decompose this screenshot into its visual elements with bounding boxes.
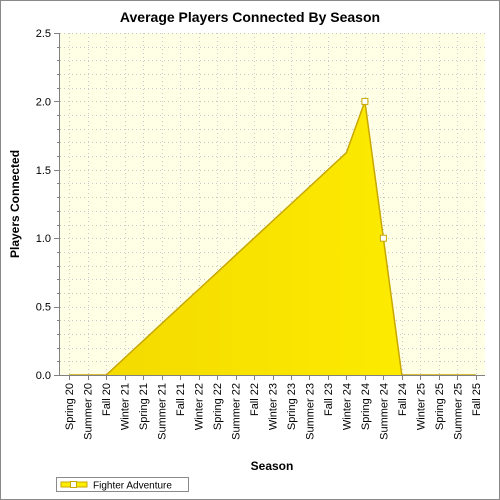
x-tick-labels: Spring 20 Summer 20 Fall 20 Winter 21 Spring… xyxy=(64,383,483,440)
data-point-marker xyxy=(379,234,387,242)
x-tick-label: Winter 22 xyxy=(194,383,206,430)
x-tick-label: Winter 25 xyxy=(415,383,427,430)
series-area xyxy=(60,101,485,376)
x-tick-label: Spring 24 xyxy=(360,383,372,430)
legend-box xyxy=(56,477,189,492)
x-tick-label: Fall 24 xyxy=(397,383,409,416)
x-tick-label: Summer 24 xyxy=(378,383,390,440)
y-tick-label: 2.0 xyxy=(36,96,51,108)
y-tick-label: 1.0 xyxy=(36,233,51,245)
x-tick-label: Winter 21 xyxy=(120,383,132,430)
chart-title: Average Players Connected By Season xyxy=(120,9,380,25)
x-tick-label: Spring 25 xyxy=(434,383,446,430)
x-tick-label: Fall 21 xyxy=(175,383,187,416)
y-tick-label: 1.5 xyxy=(36,165,51,177)
x-tick-label: Fall 22 xyxy=(249,383,261,416)
legend-marker xyxy=(70,481,77,488)
x-tick-label: Spring 23 xyxy=(286,383,298,430)
x-tick-label: Summer 22 xyxy=(231,383,243,440)
x-tick-label: Spring 21 xyxy=(138,383,150,430)
x-tick-label: Summer 23 xyxy=(305,383,317,440)
x-tick-label: Summer 21 xyxy=(157,383,169,440)
axis-layer xyxy=(54,33,485,380)
x-axis-label: Season xyxy=(251,459,294,473)
x-tick-label: Fall 23 xyxy=(323,383,335,416)
x-tick-label: Winter 24 xyxy=(341,383,353,430)
y-tick-labels: 0.0 0.5 1.0 1.5 2.0 2.5 xyxy=(36,28,51,382)
x-tick-label: Fall 25 xyxy=(471,383,483,416)
x-tick-label: Spring 22 xyxy=(212,383,224,430)
x-tick-label: Spring 20 xyxy=(64,383,76,430)
y-tick-label: 2.5 xyxy=(36,28,51,40)
data-point-marker xyxy=(361,97,369,105)
y-axis-label: Players Connected xyxy=(8,150,22,258)
x-tick-label: Summer 20 xyxy=(83,383,95,440)
x-tick-label: Summer 25 xyxy=(452,383,464,440)
y-tick-label: 0.5 xyxy=(36,302,51,314)
legend-label: Fighter Adventure xyxy=(93,481,172,492)
legend: Fighter Adventure xyxy=(56,477,189,492)
x-tick-label: Fall 20 xyxy=(101,383,113,416)
y-tick-label: 0.0 xyxy=(36,370,51,382)
x-tick-label: Winter 23 xyxy=(268,383,280,430)
